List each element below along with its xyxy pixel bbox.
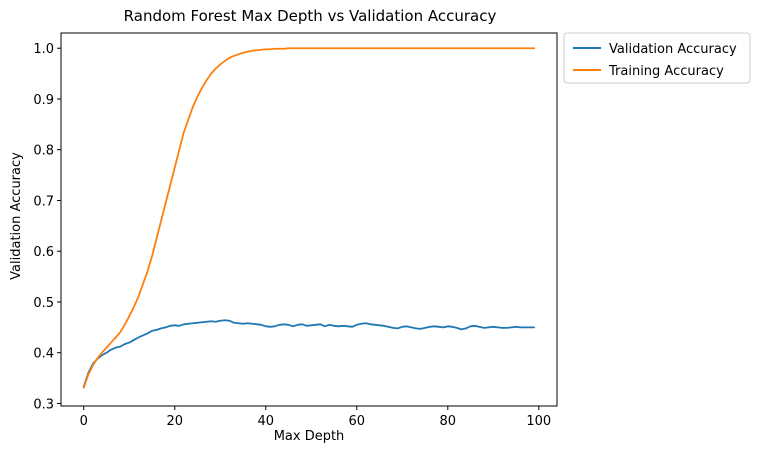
chart-title: Random Forest Max Depth vs Validation Ac… [124,7,497,25]
x-tick-label: 0 [80,414,88,429]
x-tick-label: 80 [440,414,457,429]
plot-area [82,47,536,389]
x-tick-label: 20 [166,414,183,429]
y-axis-label: Validation Accuracy [9,152,24,280]
series-line-validation [82,319,536,388]
x-axis-label: Max Depth [274,429,345,444]
y-tick-label: 0.7 [33,194,54,209]
series-line-training [82,47,536,389]
axis-ticks: 0 20 40 60 80 100 0.3 0.4 0.5 0.6 0.7 0.8 0.9 1.0 [33,42,551,429]
x-tick-label: 100 [526,414,551,429]
y-tick-label: 1.0 [33,42,54,57]
axes-frame [60,32,558,407]
legend-label-validation: Validation Accuracy [609,42,737,57]
y-tick-label: 0.9 [33,93,54,108]
legend-box [563,32,751,84]
x-tick-label: 60 [349,414,366,429]
x-tick-label: 40 [257,414,274,429]
legend: Validation Accuracy Training Accuracy [563,32,751,84]
y-tick-label: 0.6 [33,245,54,260]
y-tick-label: 0.8 [33,144,54,159]
legend-label-training: Training Accuracy [608,64,724,79]
y-tick-label: 0.5 [33,296,54,311]
y-tick-label: 0.4 [33,347,54,362]
y-tick-label: 0.3 [33,397,54,412]
